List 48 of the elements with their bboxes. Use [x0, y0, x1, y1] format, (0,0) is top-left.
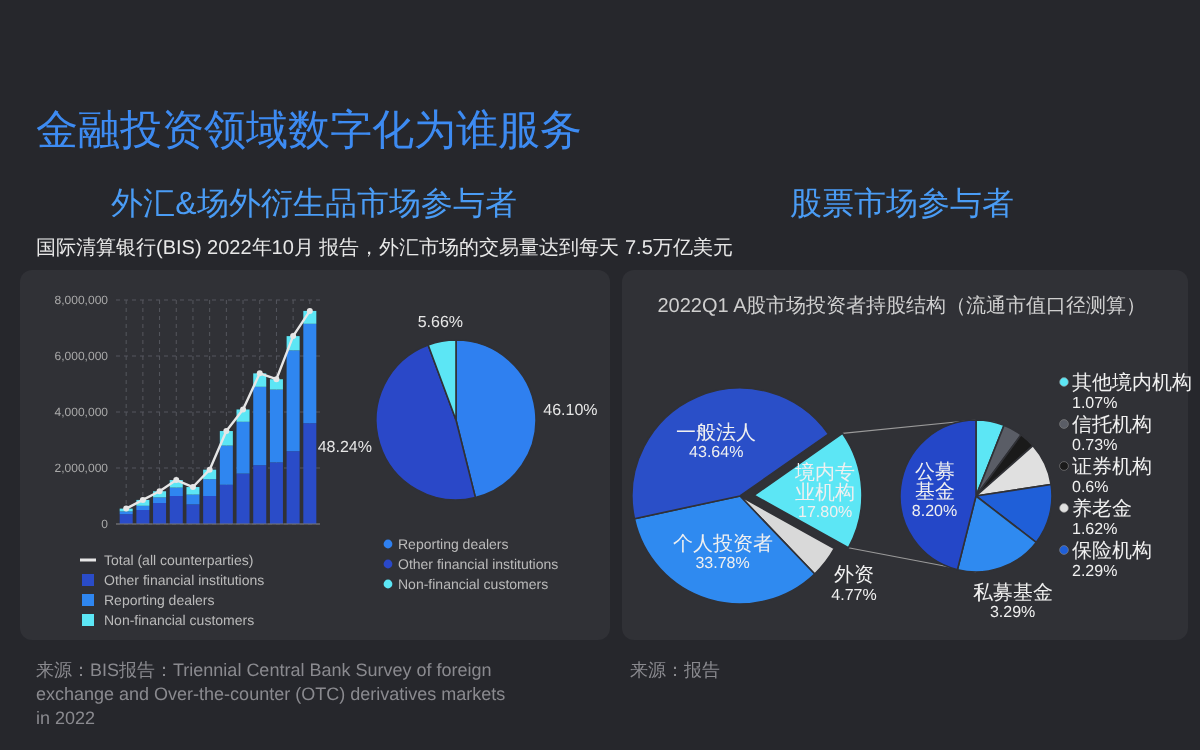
data-label: 0.73% — [1072, 435, 1118, 454]
bar — [269, 389, 283, 463]
bar — [153, 497, 167, 503]
point — [206, 466, 213, 473]
slice-label: 公募基金 — [914, 459, 955, 504]
source-note: 来源：BIS报告：Triennial Central Bank Survey of foreign exchange and Over-the-counter (OTC) derivatives markets in 2022 — [36, 660, 507, 728]
data-label: 33.78% — [695, 554, 750, 573]
bar — [219, 484, 233, 524]
text: 国际清算银行(BIS) 2022年10月 报告，外汇市场的交易量达到每天 7.5万亿美元 — [36, 236, 733, 260]
data-label: 43.64% — [689, 443, 744, 462]
bar — [203, 496, 217, 524]
legend-label: 证券机构 — [1072, 455, 1152, 479]
data-label: 2.29% — [1072, 561, 1118, 580]
point — [240, 406, 247, 413]
legend-label: 信托机构 — [1072, 413, 1152, 437]
data-label: 1.07% — [1072, 393, 1118, 412]
chart-title: 股票市场参与者 — [790, 186, 1014, 222]
point — [290, 333, 297, 340]
data-label: 48.24% — [317, 438, 372, 457]
slice-label: 私募基金 — [972, 580, 1053, 605]
data-label: 1.62% — [1072, 519, 1118, 538]
bar — [153, 503, 167, 524]
slice-label: 境内专业机构 — [793, 460, 856, 505]
data-label: 46.10% — [543, 401, 598, 420]
point — [256, 370, 263, 377]
point — [273, 376, 280, 383]
point — [306, 307, 313, 314]
point — [223, 428, 230, 435]
source-note: 来源：报告 — [630, 660, 720, 680]
text: 金融投资领域数字化为谁服务 — [36, 108, 582, 154]
slice-label: 一般法人 — [676, 420, 757, 445]
slice-label: 外资 — [833, 563, 874, 588]
data-label: 0.6% — [1072, 477, 1109, 496]
chart-title: 外汇&场外衍生品市场参与者 — [111, 186, 517, 222]
legend-label: 保险机构 — [1072, 539, 1152, 563]
data-label: 5.66% — [417, 313, 464, 332]
data-label: 17.80% — [798, 503, 853, 522]
data-label: 4.77% — [831, 585, 877, 604]
data-label: 8.20% — [911, 502, 958, 521]
legend-label: 养老金 — [1072, 497, 1132, 521]
slice-label: 个人投资者 — [672, 531, 773, 556]
data-label: 3.29% — [989, 603, 1036, 622]
bar — [219, 445, 233, 485]
bar — [269, 462, 283, 524]
line-series — [123, 307, 313, 512]
chart-subtitle: 2022Q1 A股市场投资者持股结构（流通市值口径测算） — [657, 294, 1147, 318]
legend-label: 其他境内机构 — [1072, 371, 1192, 395]
bar — [203, 479, 217, 496]
